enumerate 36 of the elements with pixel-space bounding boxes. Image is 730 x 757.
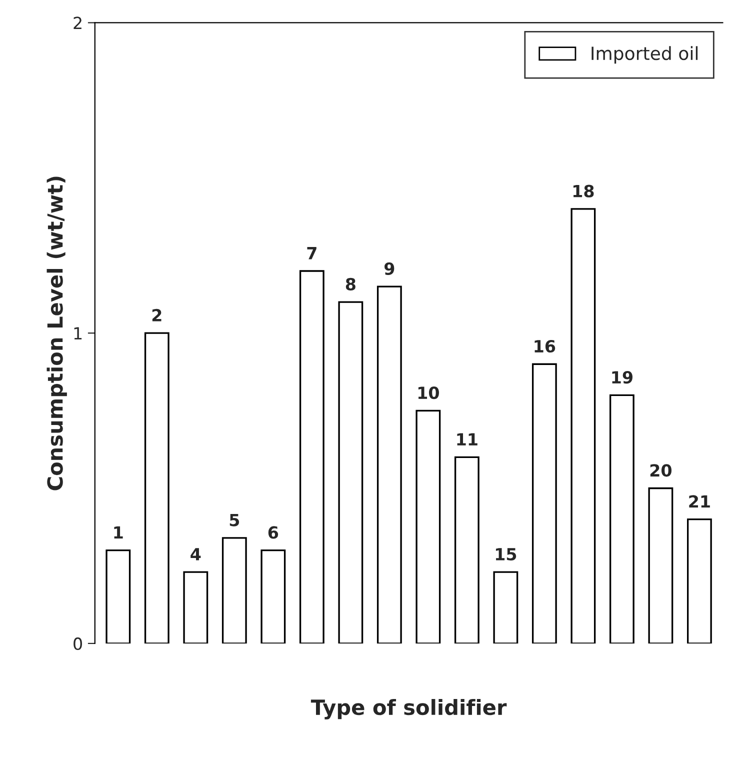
y-tick-label: 2 — [74, 16, 82, 30]
x-tick-label: 18 — [573, 184, 594, 198]
bar — [376, 286, 402, 644]
bar — [609, 394, 634, 644]
x-tick-label: 9 — [384, 262, 394, 275]
bar — [686, 518, 712, 644]
x-tick-label: 7 — [307, 247, 316, 260]
bar — [222, 537, 247, 644]
bar — [532, 363, 557, 644]
x-tick-label: 16 — [534, 340, 556, 353]
x-tick-label: 20 — [650, 464, 672, 477]
bar — [299, 270, 324, 644]
bar — [416, 410, 441, 644]
bar — [260, 550, 286, 644]
bar — [648, 487, 674, 644]
bar — [454, 456, 480, 644]
bar — [183, 571, 208, 644]
legend-label: Imported oil — [592, 46, 698, 64]
bar — [106, 550, 131, 644]
bar — [570, 208, 596, 644]
x-tick-label: 10 — [418, 386, 439, 400]
y-tick-label: 0 — [74, 637, 82, 650]
x-tick-label: 21 — [689, 495, 710, 508]
y-tick-label: 1 — [74, 327, 82, 340]
y-axis-title: Consumption Level (wt/wt) — [46, 176, 67, 490]
x-tick-label: 4 — [190, 548, 201, 560]
x-tick-label: 19 — [612, 371, 632, 384]
x-tick-label: 5 — [230, 514, 240, 526]
bar — [338, 301, 364, 644]
x-tick-label: 8 — [346, 278, 356, 290]
x-tick-label: 15 — [496, 548, 516, 560]
x-axis-title: Type of solidifier — [310, 699, 507, 720]
x-tick-label: 11 — [457, 433, 478, 446]
x-tick-label: 6 — [268, 526, 278, 539]
bar — [493, 571, 518, 644]
bar — [144, 332, 170, 644]
